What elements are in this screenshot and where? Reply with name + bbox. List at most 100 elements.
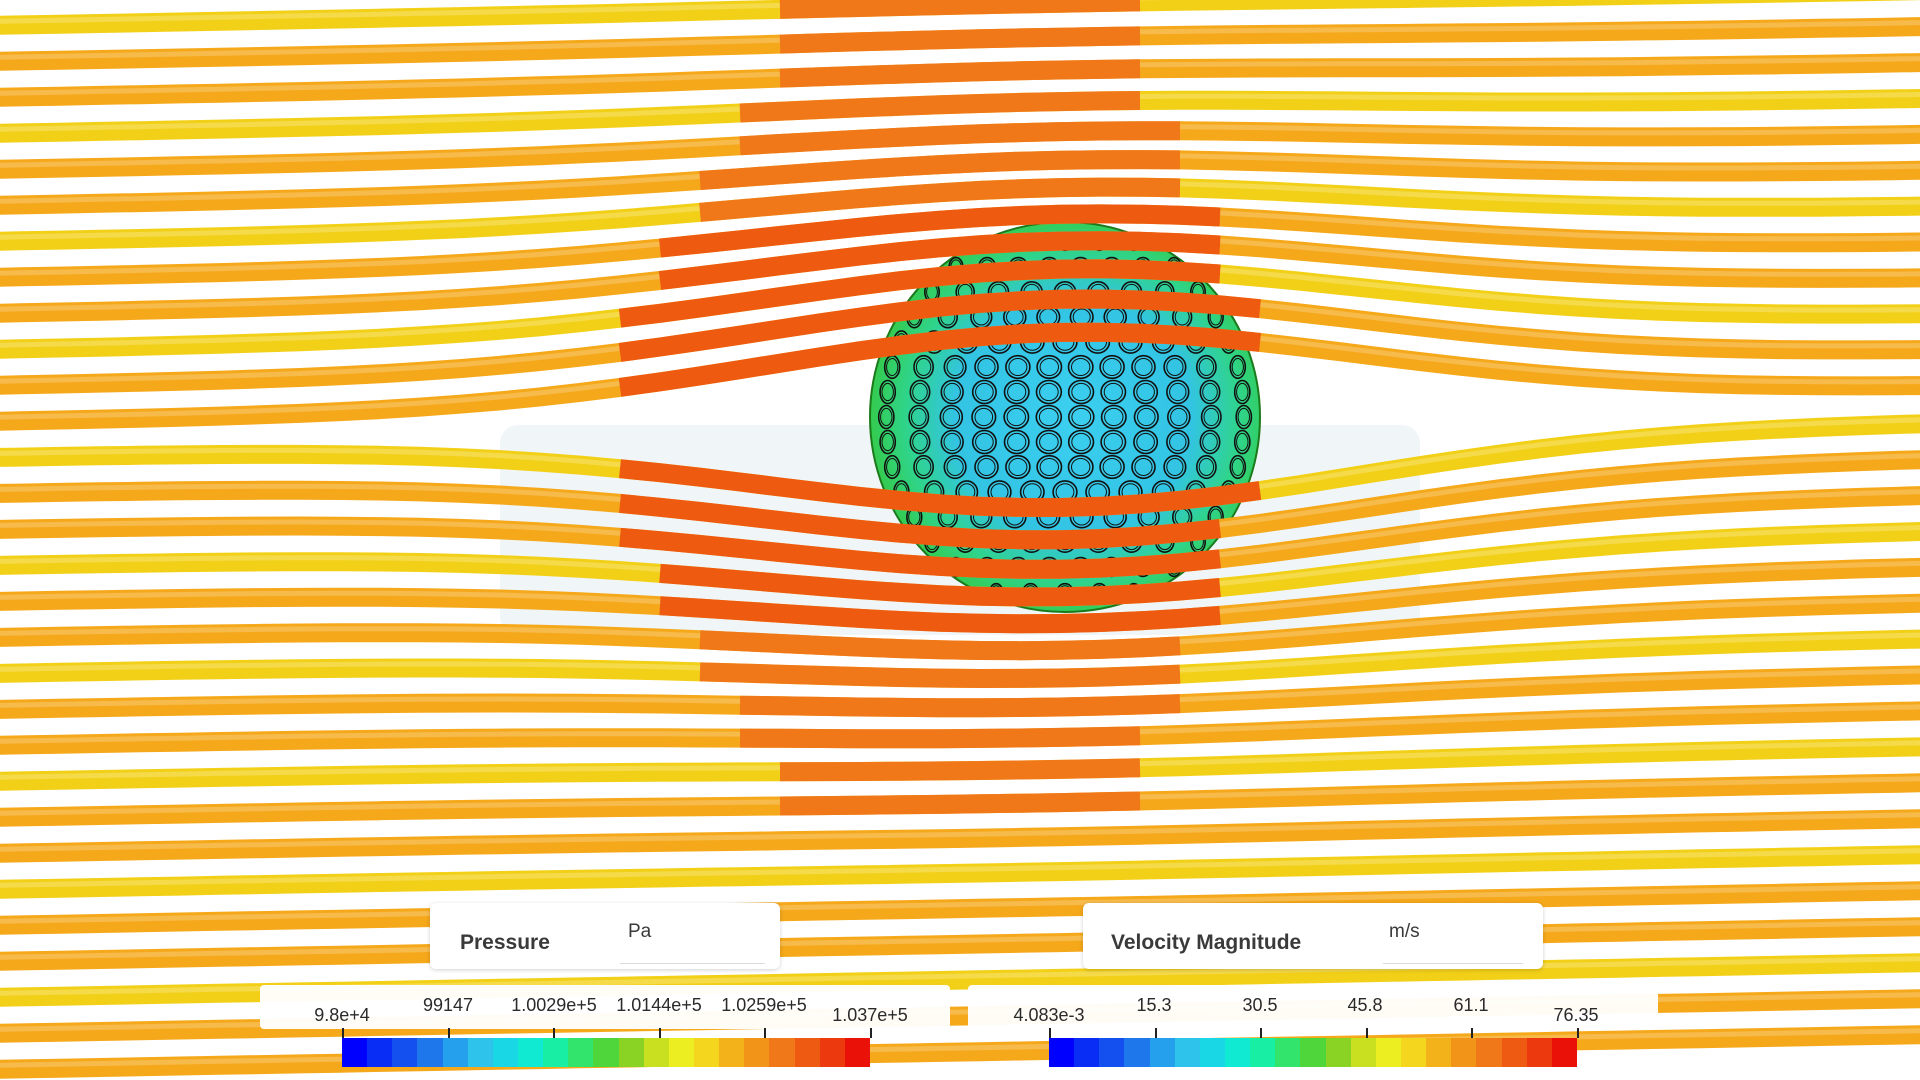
golf-ball-dimple-inner [1137, 407, 1156, 427]
streamline-high-velocity-segment [618, 322, 1261, 397]
colorbar-cell [1476, 1038, 1502, 1067]
pressure-tick-label: 1.037e+5 [832, 1005, 908, 1025]
colorbar-cell [819, 1038, 845, 1067]
streamline-highlight [0, 1028, 1920, 1068]
golf-ball-dimple [1003, 379, 1030, 405]
colorbar-cell [1199, 1038, 1225, 1067]
golf-ball-dimple [1163, 454, 1187, 480]
golf-ball-dimple [1100, 379, 1127, 405]
streamline-high-velocity-segment [739, 121, 1180, 156]
colorbar-cell [618, 1038, 644, 1067]
pressure-unit-underline [620, 963, 765, 964]
golf-ball-dimple [1133, 379, 1159, 405]
colorbar-cell [1224, 1038, 1251, 1067]
colorbar-cell [1350, 1038, 1376, 1067]
golf-ball-dimple-inner [1136, 432, 1155, 452]
golf-ball-dimple-inner [943, 432, 961, 452]
golf-ball-dimple-inner [974, 407, 994, 427]
golf-ball-dimple [1099, 454, 1125, 480]
golf-ball-dimple-inner [1006, 407, 1026, 427]
golf-ball-dimple-inner [1071, 358, 1091, 376]
golf-ball-dimple [1035, 379, 1063, 405]
colorbar-cell [794, 1038, 820, 1067]
golf-ball-dimple-inner [1038, 407, 1059, 427]
golf-ball-dimple-inner [1071, 407, 1092, 427]
velocity-legend-title: Velocity Magnitude [1111, 931, 1302, 954]
golf-ball-dimple-inner [1103, 382, 1123, 402]
golf-ball-dimple [1003, 429, 1030, 455]
golf-ball-dimple [940, 379, 964, 405]
colorbar-cell [367, 1038, 393, 1067]
golf-ball-dimple-inner [975, 382, 994, 402]
golf-ball-dimple [1233, 379, 1251, 405]
golf-ball-dimple [1233, 429, 1251, 455]
colorbar-cell [568, 1038, 594, 1067]
streamline-high-velocity-segment [779, 0, 1141, 19]
golf-ball-dimple [1229, 354, 1247, 380]
golf-ball-dimple [879, 379, 897, 405]
golf-ball-dimple-inner [1008, 358, 1028, 376]
golf-ball-dimple [939, 404, 964, 430]
streamline [0, 881, 1920, 935]
golf-ball-dimple [1199, 379, 1221, 405]
golf-ball-dimple-inner [1136, 382, 1155, 402]
golf-ball-dimple-inner [881, 382, 894, 402]
golf-ball-dimple [1229, 454, 1247, 480]
golf-ball-dimple [913, 454, 935, 480]
golf-ball-dimple-inner [1166, 458, 1184, 476]
velocity-legend-ticks: 4.083e-3 15.3 30.5 45.8 61.1 76.35 [968, 985, 1658, 1029]
golf-ball-dimple [909, 429, 931, 455]
colorbar-cell [1325, 1038, 1351, 1067]
golf-ball-dimple [879, 429, 897, 455]
golf-ball-dimple [1166, 429, 1190, 455]
streamline-highlight [0, 848, 1920, 888]
velocity-colorbar [1049, 1038, 1577, 1067]
golf-ball-dimple-inner [915, 458, 932, 476]
pressure-legend-title: Pressure [460, 931, 550, 954]
colorbar-tick-mark [1365, 1028, 1368, 1038]
colorbar-cell [719, 1038, 745, 1067]
golf-ball-dimple [1035, 404, 1063, 430]
streamline-high-velocity-segment [699, 177, 1181, 222]
golf-ball-dimple-inner [1008, 458, 1028, 476]
streamline-high-velocity-segment [779, 59, 1141, 88]
golf-ball-dimple [971, 404, 997, 430]
streamline-highlight [0, 884, 1920, 924]
golf-ball-dimple-inner [975, 432, 994, 452]
golf-ball-dimple [1003, 404, 1030, 430]
streamline-high-velocity-segment [739, 91, 1141, 123]
colorbar-tick-mark [447, 1028, 450, 1038]
velocity-legend-title-box[interactable]: Velocity Magnitude m/s [1083, 903, 1543, 969]
colorbar-cell [744, 1038, 770, 1067]
colorbar-cell [693, 1038, 720, 1067]
colorbar-cell [1124, 1038, 1150, 1067]
streamline-high-velocity-segment [619, 527, 1221, 579]
pressure-legend-title-box[interactable]: Pressure Pa [430, 903, 780, 969]
colorbar-cell [1551, 1038, 1577, 1067]
pressure-tick-label: 1.0029e+5 [511, 995, 597, 1015]
golf-ball-dimple [943, 354, 967, 380]
colorbar-cell [543, 1038, 569, 1067]
colorbar-cell [517, 1038, 544, 1067]
golf-ball-dimple [1036, 454, 1063, 480]
golf-ball-dimple-inner [912, 432, 928, 452]
colorbar-tick-mark [764, 1028, 767, 1038]
colorbar-cell [1501, 1038, 1527, 1067]
golf-ball-dimple-inner [886, 458, 899, 476]
colorbar-cell [442, 1038, 468, 1067]
golf-ball-dimple [974, 354, 999, 380]
golf-ball-dimple-inner [946, 358, 964, 376]
colorbar-tick-mark [1577, 1028, 1579, 1038]
golf-ball-dimple-inner [1236, 382, 1249, 402]
colorbar-cell [1400, 1038, 1427, 1067]
pressure-tick-label: 9.8e+4 [314, 1005, 370, 1025]
golf-ball-dimple-inner [886, 358, 899, 376]
streamline-high-velocity-segment [658, 231, 1221, 290]
golf-ball-dimple-inner [1039, 432, 1059, 452]
golf-ball-dimple [1199, 429, 1221, 455]
colorbar-cell [392, 1038, 418, 1067]
velocity-tick-label: 76.35 [1553, 1005, 1599, 1025]
